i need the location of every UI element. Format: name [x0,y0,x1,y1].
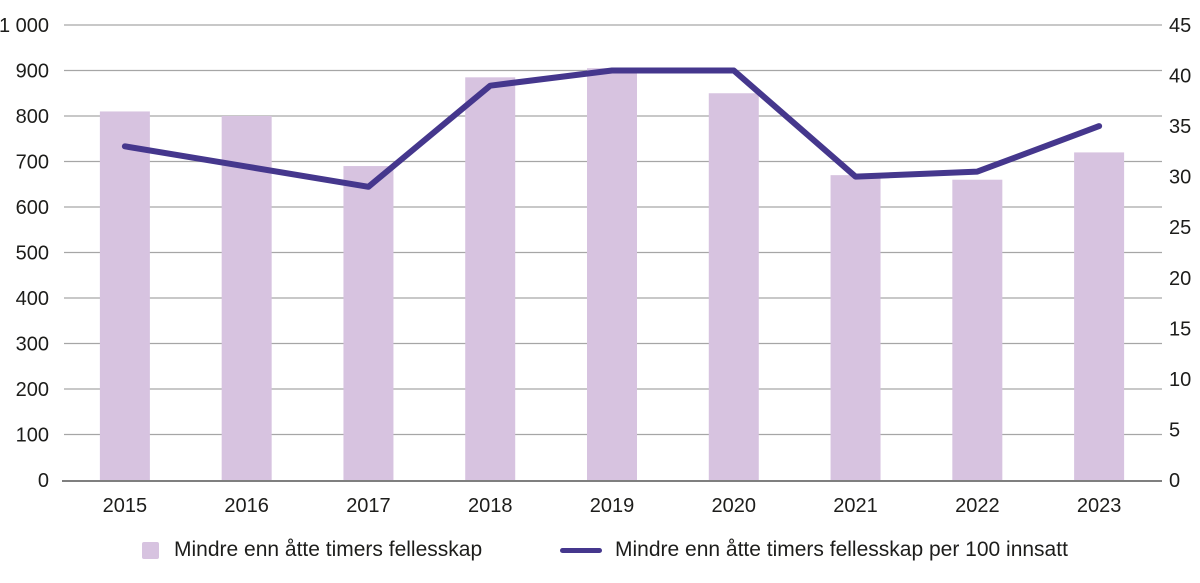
bar-series-label: Mindre enn åtte timers fellesskap [174,538,483,561]
right-axis-tick-label: 45 [1169,15,1191,37]
x-axis-label-2019: 2019 [590,495,635,517]
bar-2015 [99,111,150,480]
left-axis-tick-label: 1 000 [0,15,49,37]
line-series [121,67,1103,190]
line-series-label: Mindre enn åtte timers fellesskap per 10… [615,538,1068,561]
x-axis-label-2016: 2016 [224,495,269,517]
x-axis-label-2017: 2017 [346,495,391,517]
bar-2022 [952,179,1003,480]
right-axis-tick-label: 0 [1169,470,1180,492]
right-axis-tick-label: 10 [1169,369,1191,391]
right-axis-tick-label: 25 [1169,217,1191,239]
left-axis-tick-label: 900 [16,61,49,83]
line-series-swatch [560,547,602,553]
x-axis-label-2018: 2018 [468,495,513,517]
bar-2021 [830,175,881,480]
bar-2017 [343,166,394,481]
left-axis-tick-label: 100 [16,425,49,447]
left-axis-tick-label: 400 [16,288,49,310]
bar-2018 [465,77,516,480]
left-axis-tick-label: 200 [16,379,49,401]
left-axis-tick-label: 0 [38,470,49,492]
bar-2019 [587,68,637,480]
left-axis-tick-label: 700 [16,152,49,174]
left-axis-tick-label: 500 [16,243,49,265]
right-axis-tick-label: 15 [1169,318,1191,340]
left-axis-tick-label: 300 [16,334,49,356]
bar-2020 [708,93,759,480]
right-axis-tick-label: 5 [1169,419,1180,441]
right-axis-tick-label: 30 [1169,167,1191,189]
left-axis-tick-label: 600 [16,197,49,219]
left-axis-tick-label: 800 [16,106,49,128]
x-axis-label-2023: 2023 [1077,495,1122,517]
right-axis-tick-label: 35 [1169,116,1191,138]
legend-item-bar: Mindre enn åtte timers fellesskap [142,538,483,561]
x-axis-label-2021: 2021 [833,495,878,517]
x-axis-label-2020: 2020 [712,495,757,517]
right-axis-tick-label: 20 [1169,268,1191,290]
bar-2023 [1074,152,1125,480]
right-axis-tick-label: 40 [1169,66,1191,88]
x-axis-label-2015: 2015 [103,495,148,517]
bar-series-swatch [142,541,159,559]
legend-item-line: Mindre enn åtte timers fellesskap per 10… [560,538,1068,561]
bar-2016 [221,116,272,480]
x-axis-label-2022: 2022 [955,495,1000,517]
